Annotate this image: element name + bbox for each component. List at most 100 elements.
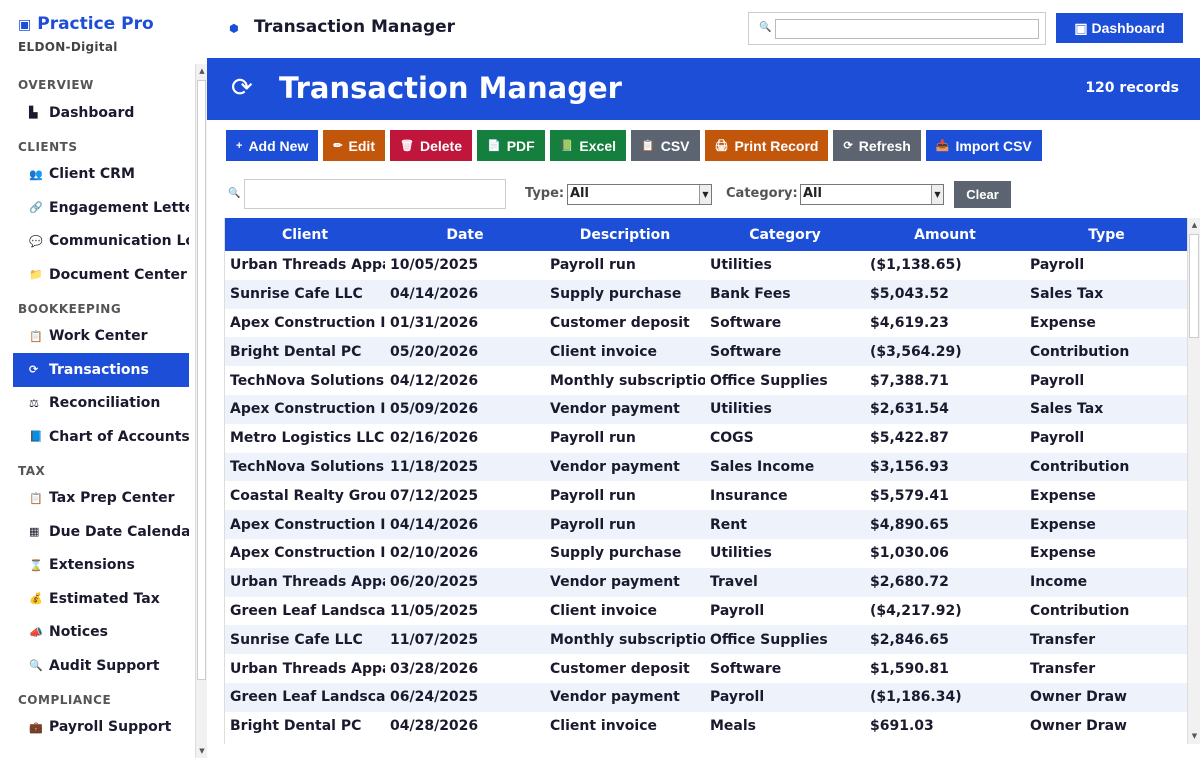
global-search: 🔍 xyxy=(748,12,1046,45)
category-filter-select[interactable]: All ▼ xyxy=(800,184,944,205)
clipboard-icon: 📋 xyxy=(29,491,43,505)
scroll-down-icon[interactable]: ▼ xyxy=(199,747,205,755)
sidebar-item-estimated-tax[interactable]: 💰 Estimated Tax xyxy=(13,582,189,616)
table-row[interactable]: Bright Dental PC 05/20/2026 Client invoice… xyxy=(225,337,1187,367)
sidebar-item-label: Estimated Tax xyxy=(49,590,160,607)
scroll-thumb[interactable] xyxy=(1189,234,1199,338)
table-row[interactable]: Sunrise Cafe LLC 11/07/2025 Monthly subscr… xyxy=(225,625,1187,655)
csv-button[interactable]: 📋 CSV xyxy=(631,130,700,161)
cell-category: Office Supplies xyxy=(710,372,828,389)
scroll-down-icon[interactable]: ▼ xyxy=(1191,732,1198,740)
magnifier-icon: 🔍 xyxy=(29,659,43,673)
cell-date: 10/05/2025 xyxy=(390,257,479,274)
sidebar-item-communication-log[interactable]: 💬 Communication Log xyxy=(13,225,189,259)
table-row[interactable]: Metro Logistics LLC 02/16/2026 Payroll run… xyxy=(225,424,1187,453)
cell-category: Payroll xyxy=(705,682,865,712)
transactions-table-container: Client Date Description Category Amount Type … xyxy=(224,218,1187,744)
sidebar-item-reconciliation[interactable]: ⚖ Reconciliation xyxy=(13,387,189,421)
cell-amount: $5,043.52 xyxy=(865,279,1025,309)
cell-category: Software xyxy=(705,337,865,367)
refresh-icon: ⟳ xyxy=(843,140,853,152)
chevron-down-icon: ▼ xyxy=(931,185,943,204)
cell-description: Vendor payment xyxy=(545,452,705,482)
edit-button[interactable]: ✏ Edit xyxy=(323,130,385,161)
sidebar-item-engagement-letters[interactable]: 🔗 Engagement Letters xyxy=(13,191,189,225)
cell-client: TechNova Solutions xyxy=(230,372,385,389)
cell-type: Income xyxy=(1025,567,1187,597)
column-header-category[interactable]: Category xyxy=(705,218,865,251)
sidebar-item-client-crm[interactable]: 👥 Client CRM xyxy=(13,158,189,192)
table-row[interactable]: Green Leaf Landscaping 11/05/2025 Client i… xyxy=(225,597,1187,626)
table-scrollbar[interactable]: ▲ ▼ xyxy=(1187,218,1200,744)
cell-amount: $4,619.23 xyxy=(870,314,949,331)
global-search-input[interactable] xyxy=(775,19,1039,39)
print-record-button[interactable]: 🖨 Print Record xyxy=(704,130,829,161)
app-brand[interactable]: ▣ Practice Pro xyxy=(18,14,154,34)
cell-client: Apex Construction Inc xyxy=(230,545,385,562)
clear-filters-button[interactable]: Clear xyxy=(954,181,1011,208)
sidebar-section-title: BOOKKEEPING xyxy=(18,301,122,316)
cell-amount: $7,388.71 xyxy=(870,372,949,389)
sidebar-item-work-center[interactable]: 📋 Work Center xyxy=(13,320,189,354)
table-search-input[interactable] xyxy=(244,179,506,209)
cell-date: 02/16/2026 xyxy=(390,430,479,447)
dashboard-button-label: Dashboard xyxy=(1091,20,1165,36)
column-header-date[interactable]: Date xyxy=(385,218,545,251)
cell-client: Coastal Realty Group xyxy=(230,487,385,504)
table-row[interactable]: Apex Construction Inc 02/10/2026 Supply pu… xyxy=(225,539,1187,568)
sidebar-item-tax-prep-center[interactable]: 📋 Tax Prep Center xyxy=(13,482,189,516)
sidebar-item-extensions[interactable]: ⌛ Extensions xyxy=(13,549,189,583)
cell-date: 11/18/2025 xyxy=(385,452,545,482)
cell-client: Bright Dental PC xyxy=(225,337,385,367)
cell-category: COGS xyxy=(710,430,754,447)
cell-date: 03/28/2026 xyxy=(390,660,479,677)
sidebar-scrollbar[interactable]: ▲ ▼ xyxy=(195,64,207,758)
add-new-button[interactable]: + Add New xyxy=(226,130,319,161)
cell-category: Utilities xyxy=(710,545,772,562)
dashboard-icon: ▣ xyxy=(1074,20,1092,36)
excel-button[interactable]: 📗 Excel xyxy=(549,130,626,161)
table-row[interactable]: Coastal Realty Group 07/12/2025 Payroll ru… xyxy=(225,481,1187,510)
type-filter-select[interactable]: All ▼ xyxy=(567,184,712,205)
table-row[interactable]: Sunrise Cafe LLC 04/14/2026 Supply purchas… xyxy=(225,279,1187,309)
table-row[interactable]: Apex Construction Inc 01/31/2026 Customer … xyxy=(225,309,1187,338)
scroll-thumb[interactable] xyxy=(197,80,206,680)
column-header-amount[interactable]: Amount xyxy=(865,218,1025,251)
excel-icon: 📗 xyxy=(559,140,574,152)
table-row[interactable]: Urban Threads Apparel 10/05/2025 Payroll r… xyxy=(225,251,1187,280)
table-row[interactable]: Bright Dental PC 04/28/2026 Client invoice… xyxy=(225,712,1187,741)
pdf-button[interactable]: 📄 PDF xyxy=(477,130,545,161)
column-header-client[interactable]: Client xyxy=(225,218,385,251)
scroll-up-icon[interactable]: ▲ xyxy=(199,67,205,75)
sidebar-item-document-center[interactable]: 📁 Document Center xyxy=(13,258,189,292)
category-filter-value: All xyxy=(803,186,822,201)
sidebar-item-audit-support[interactable]: 🔍 Audit Support xyxy=(13,649,189,683)
table-row[interactable]: TechNova Solutions 04/12/2026 Monthly subs… xyxy=(225,366,1187,395)
sidebar-item-chart-of-accounts[interactable]: 📘 Chart of Accounts xyxy=(13,420,189,454)
scroll-up-icon[interactable]: ▲ xyxy=(1191,221,1198,229)
sidebar-item-dashboard[interactable]: ▙ Dashboard xyxy=(13,96,189,130)
dashboard-button[interactable]: ▣ Dashboard xyxy=(1056,13,1183,43)
refresh-button[interactable]: ⟳ Refresh xyxy=(833,130,921,161)
sidebar-item-label: Payroll Support xyxy=(49,719,172,736)
sidebar-item-due-date-calendar[interactable]: ▦ Due Date Calendar xyxy=(13,515,189,549)
import-csv-button[interactable]: 📥 Import CSV xyxy=(925,130,1042,161)
table-row[interactable]: TechNova Solutions 11/18/2025 Vendor payme… xyxy=(225,452,1187,482)
cell-category: Rent xyxy=(705,510,865,539)
delete-button[interactable]: 🗑 Delete xyxy=(390,130,472,161)
chat-icon: 💬 xyxy=(29,234,43,248)
cell-type: Contribution xyxy=(1025,337,1187,367)
cell-date: 11/07/2025 xyxy=(385,625,545,655)
cell-category: Insurance xyxy=(710,487,788,504)
table-row[interactable]: Urban Threads Apparel 03/28/2026 Customer … xyxy=(225,654,1187,683)
sidebar-item-payroll-support[interactable]: 💼 Payroll Support xyxy=(13,711,189,745)
column-header-description[interactable]: Description xyxy=(545,218,705,251)
column-header-type[interactable]: Type xyxy=(1025,218,1187,251)
sidebar-item-transactions[interactable]: ⟳ Transactions xyxy=(13,353,189,387)
sidebar-item-label: Work Center xyxy=(49,328,148,345)
sidebar-item-notices[interactable]: 📣 Notices xyxy=(13,616,189,650)
